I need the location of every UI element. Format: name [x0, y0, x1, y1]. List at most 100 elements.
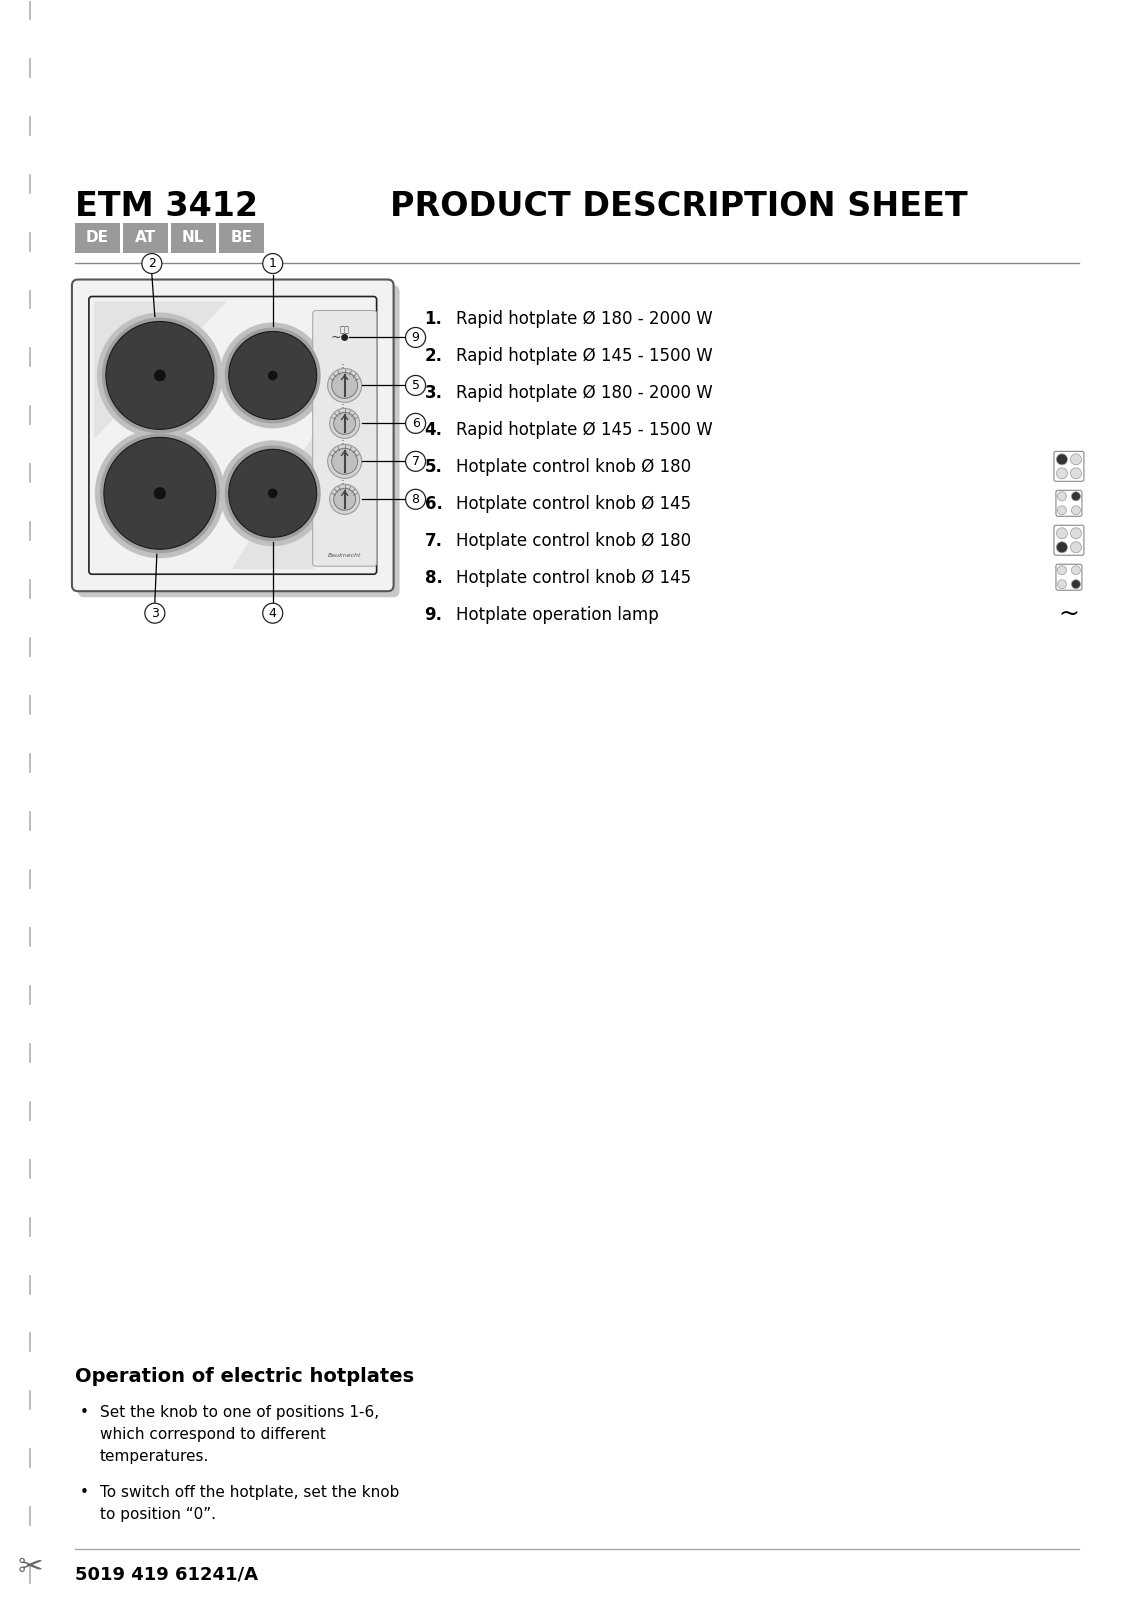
Text: NL: NL	[182, 230, 204, 245]
FancyBboxPatch shape	[171, 222, 216, 253]
Circle shape	[405, 376, 426, 395]
Circle shape	[225, 328, 321, 424]
Text: ~: ~	[330, 331, 340, 344]
Text: 5: 5	[412, 379, 420, 392]
Text: AT: AT	[135, 230, 155, 245]
Circle shape	[95, 429, 225, 558]
Text: Hotplate control knob Ø 145: Hotplate control knob Ø 145	[455, 496, 691, 514]
Text: which correspond to different: which correspond to different	[100, 1427, 326, 1442]
Circle shape	[96, 312, 222, 438]
Text: 7: 7	[412, 454, 420, 467]
Text: 1.: 1.	[424, 310, 443, 328]
Text: 9.: 9.	[424, 606, 443, 624]
Text: ::: ::	[340, 403, 345, 410]
Text: temperatures.: temperatures.	[100, 1450, 209, 1464]
Text: 1: 1	[269, 258, 277, 270]
Text: •: •	[79, 1485, 89, 1501]
Circle shape	[405, 490, 426, 509]
Text: 5.: 5.	[424, 458, 443, 477]
Text: 4: 4	[269, 606, 277, 619]
FancyBboxPatch shape	[72, 280, 394, 592]
FancyBboxPatch shape	[123, 222, 168, 253]
Circle shape	[1057, 454, 1067, 466]
Polygon shape	[94, 301, 227, 440]
Text: 6.: 6.	[424, 496, 443, 514]
Text: Hotplate control knob Ø 180: Hotplate control knob Ø 180	[455, 458, 691, 477]
Circle shape	[1057, 467, 1067, 478]
Circle shape	[1057, 542, 1067, 552]
Circle shape	[329, 408, 360, 438]
Text: PRODUCT DESCRIPTION SHEET: PRODUCT DESCRIPTION SHEET	[389, 189, 967, 222]
Text: Hotplate control knob Ø 180: Hotplate control knob Ø 180	[455, 533, 691, 550]
Circle shape	[1070, 542, 1082, 552]
Circle shape	[220, 323, 326, 429]
Circle shape	[1070, 528, 1082, 539]
Circle shape	[1071, 579, 1081, 589]
Text: Operation of electric hotplates: Operation of electric hotplates	[75, 1368, 414, 1387]
Text: to position “0”.: to position “0”.	[100, 1507, 216, 1522]
FancyBboxPatch shape	[1056, 490, 1082, 517]
Circle shape	[334, 413, 355, 434]
Text: 6: 6	[412, 418, 420, 430]
Circle shape	[262, 603, 283, 622]
Circle shape	[1058, 566, 1067, 574]
Circle shape	[225, 445, 321, 541]
Circle shape	[328, 445, 362, 478]
Text: ⒸⒺ: ⒸⒺ	[339, 325, 350, 334]
Text: 5019 419 61241/A: 5019 419 61241/A	[75, 1565, 258, 1584]
Polygon shape	[232, 434, 313, 570]
Text: 7.: 7.	[424, 533, 443, 550]
Circle shape	[268, 488, 278, 498]
Circle shape	[329, 485, 360, 514]
Text: 3.: 3.	[424, 384, 443, 403]
Text: Rapid hotplate Ø 145 - 1500 W: Rapid hotplate Ø 145 - 1500 W	[455, 347, 713, 365]
Text: ~: ~	[1059, 602, 1079, 626]
Circle shape	[229, 331, 317, 419]
Circle shape	[104, 437, 216, 549]
Circle shape	[405, 451, 426, 472]
Circle shape	[1070, 454, 1082, 466]
Text: 9: 9	[412, 331, 420, 344]
Text: ::: ::	[340, 480, 345, 485]
Circle shape	[1071, 491, 1081, 501]
Text: Bauknecht: Bauknecht	[328, 554, 361, 558]
Circle shape	[154, 370, 166, 381]
Circle shape	[220, 440, 326, 546]
Circle shape	[405, 328, 426, 347]
Circle shape	[1058, 491, 1067, 501]
FancyBboxPatch shape	[1054, 525, 1084, 555]
Circle shape	[1058, 506, 1067, 515]
Circle shape	[102, 317, 218, 434]
Text: ✂: ✂	[17, 1552, 43, 1582]
Circle shape	[331, 448, 358, 474]
Text: To switch off the hotplate, set the knob: To switch off the hotplate, set the knob	[100, 1485, 400, 1501]
Text: 2: 2	[148, 258, 155, 270]
Text: 4.: 4.	[424, 421, 443, 440]
FancyBboxPatch shape	[312, 310, 377, 566]
Circle shape	[229, 450, 317, 538]
Circle shape	[334, 488, 355, 510]
Circle shape	[1071, 566, 1081, 574]
Circle shape	[328, 368, 362, 402]
Circle shape	[1057, 528, 1067, 539]
Circle shape	[262, 253, 283, 274]
Circle shape	[342, 334, 348, 341]
Circle shape	[1070, 467, 1082, 478]
Circle shape	[268, 371, 278, 381]
FancyBboxPatch shape	[1054, 451, 1084, 482]
Text: ETM 3412: ETM 3412	[75, 189, 258, 222]
Circle shape	[1058, 579, 1067, 589]
Circle shape	[106, 322, 213, 429]
Text: Hotplate control knob Ø 145: Hotplate control knob Ø 145	[455, 570, 691, 587]
Circle shape	[1071, 506, 1081, 515]
Text: ::: ::	[340, 440, 345, 445]
Text: •: •	[79, 1405, 89, 1421]
Circle shape	[145, 603, 165, 622]
FancyBboxPatch shape	[75, 222, 120, 253]
FancyBboxPatch shape	[78, 285, 400, 597]
Text: 3: 3	[151, 606, 159, 619]
Text: Rapid hotplate Ø 145 - 1500 W: Rapid hotplate Ø 145 - 1500 W	[455, 421, 713, 440]
Text: ::: ::	[340, 363, 345, 370]
Circle shape	[153, 486, 166, 499]
Circle shape	[142, 253, 162, 274]
